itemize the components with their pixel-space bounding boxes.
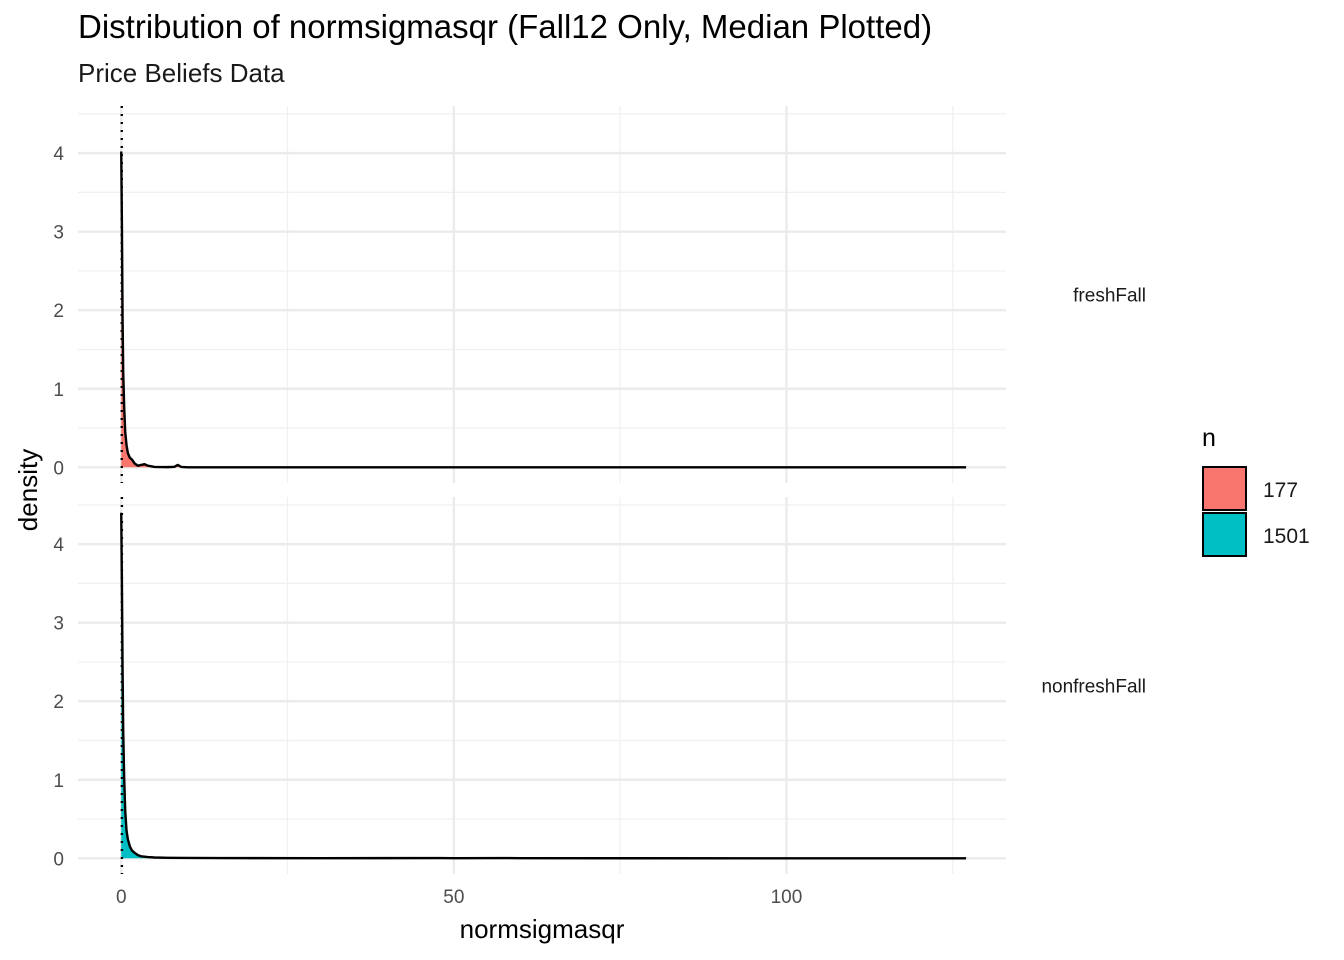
x-tick-label: 0 (116, 887, 127, 908)
y-tick-label: 1 (53, 380, 64, 401)
y-tick-label: 0 (53, 849, 64, 870)
density-line-nonfreshFall (120, 512, 967, 860)
legend-key-1501 (1202, 512, 1247, 557)
y-tick-label: 3 (53, 223, 64, 244)
y-tick-label: 2 (53, 692, 64, 713)
x-tick-label: 50 (443, 887, 464, 908)
y-tick-label: 1 (53, 771, 64, 792)
legend-label-1501: 1501 (1263, 525, 1310, 548)
x-tick-label: 100 (771, 887, 803, 908)
chart-subtitle: Price Beliefs Data (78, 58, 285, 88)
facet-strip-label: nonfreshFall (1041, 677, 1146, 698)
facet-panel-freshFall: 0 1 2 3 4 freshFall (53, 106, 1146, 483)
x-axis: 0 50 100 (116, 887, 802, 908)
y-tick-label: 4 (53, 535, 64, 556)
panels: 0 1 2 3 4 freshFall 0 1 2 3 4 nonfreshFall (53, 106, 1146, 874)
legend: n 177 1501 (1202, 424, 1310, 557)
y-tick-label: 3 (53, 614, 64, 635)
density-area-nonfreshFall (121, 512, 967, 859)
y-tick-label: 2 (53, 301, 64, 322)
legend-label-177: 177 (1263, 479, 1298, 502)
facet-strip-label: freshFall (1073, 286, 1146, 307)
density-line-freshFall (120, 151, 967, 469)
y-tick-label: 4 (53, 144, 64, 165)
legend-title: n (1202, 424, 1216, 452)
y-tick-label: 0 (53, 458, 64, 479)
legend-key-177 (1202, 466, 1247, 511)
facet-panel-nonfreshFall: 0 1 2 3 4 nonfreshFall (53, 497, 1146, 874)
chart-title: Distribution of normsigmasqr (Fall12 Onl… (78, 8, 933, 45)
y-axis-label: density (13, 449, 43, 531)
x-axis-label: normsigmasqr (460, 914, 625, 944)
